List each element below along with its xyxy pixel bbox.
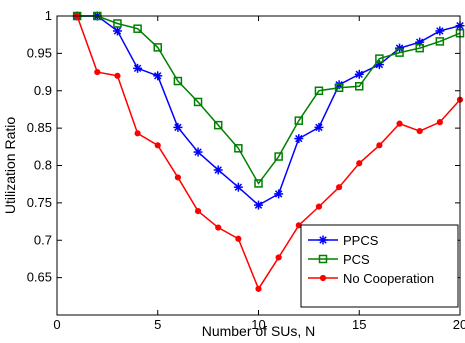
data-point-pcs (355, 82, 364, 91)
data-point-no-cooperation (416, 128, 423, 135)
data-point-pcs (213, 120, 223, 130)
data-point-pcs (113, 19, 122, 28)
y-tick-label: 0.95 (27, 45, 52, 60)
x-tick-label: 5 (154, 317, 161, 332)
data-point-no-cooperation (235, 235, 242, 242)
data-point-ppcs (133, 63, 143, 73)
series-line-no-cooperation (76, 15, 461, 291)
data-point-ppcs (153, 71, 163, 81)
y-tick-label: 0.65 (27, 270, 52, 285)
legend-label-pcs: PCS (343, 252, 370, 267)
data-point-pcs (395, 48, 404, 57)
y-tick-label: 0.85 (27, 120, 52, 135)
ticks-layer: 0 5 10 15 20 0.65 0.7 0.75 0.8 0.85 0.9 0.95 1 (27, 8, 465, 332)
data-point-pcs (314, 86, 324, 95)
series-layer (72, 11, 465, 292)
data-point-pcs (435, 37, 445, 46)
data-point-pcs (234, 144, 243, 153)
legend-label-no-cooperation: No Cooperation (343, 271, 434, 286)
legend: PPCS PCS No Cooperation (300, 224, 459, 308)
data-point-pcs (193, 97, 203, 107)
data-point-ppcs (294, 134, 304, 144)
y-tick-label: 0.7 (34, 232, 52, 247)
data-point-ppcs (173, 122, 183, 132)
data-point-no-cooperation (356, 160, 363, 167)
data-point-no-cooperation (194, 207, 202, 215)
data-point-ppcs (233, 182, 243, 192)
legend-marker-ppcs (318, 235, 328, 245)
y-axis-label: Utilization Ratio (2, 117, 18, 214)
legend-box (300, 224, 459, 308)
data-point-no-cooperation (174, 174, 181, 181)
data-point-no-cooperation (315, 203, 323, 210)
data-point-no-cooperation (94, 68, 101, 76)
x-axis-label: Number of SUs, N (202, 323, 316, 339)
data-point-no-cooperation (275, 254, 282, 261)
y-tick-label: 0.8 (34, 158, 52, 173)
data-point-pcs (133, 24, 142, 33)
x-tick-label: 0 (53, 317, 60, 332)
data-point-ppcs (213, 165, 223, 175)
x-tick-label: 15 (352, 317, 366, 332)
data-point-no-cooperation (376, 142, 383, 149)
legend-marker-no-cooperation (319, 274, 327, 282)
y-tick-label: 1 (45, 8, 52, 23)
data-point-pcs (415, 43, 424, 53)
data-point-no-cooperation (436, 119, 443, 126)
data-point-pcs (334, 83, 344, 93)
data-point-ppcs (254, 200, 263, 210)
data-point-ppcs (274, 189, 284, 199)
y-tick-label: 0.9 (34, 83, 52, 98)
data-point-ppcs (435, 26, 445, 36)
data-point-pcs (375, 54, 384, 63)
x-tick-label: 20 (453, 317, 465, 332)
data-point-ppcs (314, 122, 324, 132)
data-point-no-cooperation (114, 72, 121, 79)
data-point-no-cooperation (215, 224, 222, 231)
data-point-no-cooperation (336, 184, 343, 191)
data-point-ppcs (354, 69, 364, 79)
y-tick-label: 0.75 (27, 195, 52, 210)
data-point-ppcs (395, 43, 405, 53)
data-point-no-cooperation (396, 120, 403, 127)
x-tick-label: 10 (251, 317, 265, 332)
data-point-pcs (254, 179, 263, 188)
data-point-pcs (153, 43, 162, 52)
legend-label-ppcs: PPCS (343, 233, 379, 248)
data-point-pcs (274, 152, 283, 161)
data-point-pcs (173, 76, 183, 86)
data-point-ppcs (112, 26, 122, 36)
data-point-ppcs (193, 147, 203, 157)
data-point-no-cooperation (134, 130, 141, 137)
legend-marker-pcs (318, 254, 328, 264)
data-point-pcs (294, 116, 304, 125)
data-point-no-cooperation (255, 285, 262, 292)
data-point-no-cooperation (154, 142, 161, 149)
